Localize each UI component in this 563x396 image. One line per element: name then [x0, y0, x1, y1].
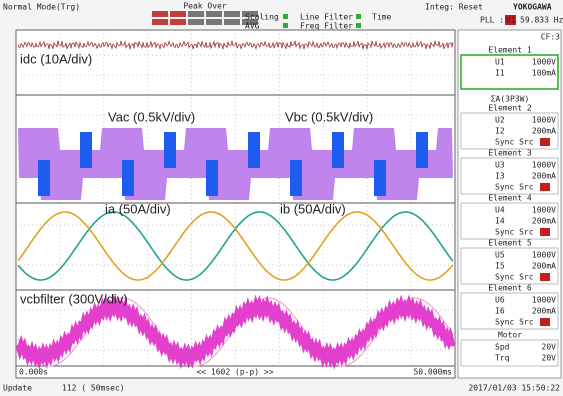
- trace-annotation: idc (10A/div): [20, 51, 92, 66]
- sync-source: Sync Src: [495, 138, 534, 147]
- voltage-range: 1000V: [532, 161, 556, 170]
- peak-indicator: [224, 19, 240, 25]
- peak-over: Peak Over: [183, 2, 227, 11]
- time-end: 50.000ms: [413, 368, 452, 377]
- analyzer-screen: idc (10A/div) Vac (0.5kV/div) Vbc (0.5kV/d…: [0, 0, 563, 396]
- frequency: 59.833 Hz: [520, 16, 563, 25]
- peak-indicator: [206, 11, 222, 17]
- torque-range: 20V: [542, 354, 557, 363]
- sync-box: [540, 138, 550, 146]
- sync-source: Sync Src: [495, 183, 534, 192]
- pll-source: U1: [506, 16, 516, 25]
- sigma: ΣA(3P3W): [491, 95, 530, 104]
- avg-led: [283, 23, 288, 28]
- current-range: 200mA: [532, 307, 556, 316]
- trace-annotation: ia (50A/div): [105, 201, 171, 216]
- current-channel: I4: [495, 217, 505, 226]
- freq-filter: Freq Filter: [300, 22, 353, 31]
- element-title: Element 6: [488, 284, 532, 293]
- update-count: 112 ( 50msec): [62, 384, 125, 393]
- peak-indicator: [206, 19, 222, 25]
- time-label: Time: [372, 13, 391, 22]
- integ: Integ: Reset: [425, 3, 483, 12]
- avg: AVG: [245, 22, 260, 31]
- speed-channel: Spd: [495, 343, 510, 352]
- voltage-channel: U3: [495, 161, 505, 170]
- vac-pulse: [248, 132, 260, 168]
- scaling: Scaling: [245, 13, 279, 22]
- vac-pulse: [290, 160, 302, 196]
- current-channel: I6: [495, 307, 505, 316]
- current-channel: I5: [495, 262, 505, 271]
- peak-indicator: [188, 11, 204, 17]
- current-range: 200mA: [532, 172, 556, 181]
- peak-indicator: [188, 19, 204, 25]
- voltage-range: 1000V: [532, 251, 556, 260]
- mode: Normal Mode(Trg): [3, 3, 80, 12]
- sync-source: Sync Src: [495, 228, 534, 237]
- element-title: Element 1: [488, 46, 532, 55]
- zoom: << 1602 (p-p) >>: [196, 368, 273, 377]
- voltage-range: 1000V: [532, 116, 556, 125]
- motor-title: Motor: [498, 331, 522, 340]
- peak-indicator: [152, 19, 168, 25]
- voltage-range: 1000V: [532, 296, 556, 305]
- trace-annotation: Vac (0.5kV/div): [108, 109, 195, 124]
- element-title: Element 4: [488, 194, 532, 203]
- pll: PLL :: [480, 16, 504, 25]
- vac-pulse: [80, 132, 92, 168]
- peak-indicator: [152, 11, 168, 17]
- time-start: 0.000s: [19, 368, 48, 377]
- current-channel: I2: [495, 127, 505, 136]
- scaling-led: [283, 14, 288, 19]
- vac-pulse: [164, 132, 176, 168]
- sync-box: [540, 228, 550, 236]
- peak-indicator: [170, 19, 186, 25]
- line-filter-led: [356, 14, 361, 19]
- voltage-channel: U5: [495, 251, 505, 260]
- voltage-channel: U6: [495, 296, 505, 305]
- vac-pulse: [122, 160, 134, 196]
- peak-indicator: [170, 11, 186, 17]
- vac-pulse: [38, 160, 50, 196]
- element-title: Element 2: [488, 104, 532, 113]
- current-range: 100mA: [532, 69, 556, 78]
- current-range: 200mA: [532, 217, 556, 226]
- speed-range: 20V: [542, 343, 557, 352]
- voltage-range: 1000V: [532, 206, 556, 215]
- voltage-channel: U1: [495, 58, 505, 67]
- torque-channel: Trq: [495, 354, 510, 363]
- sync-source: Sync Src: [495, 318, 534, 327]
- trace-annotation: Vbc (0.5kV/div): [285, 109, 373, 124]
- sync-source: Sync Src: [495, 273, 534, 282]
- current-range: 200mA: [532, 127, 556, 136]
- peak-indicator: [224, 11, 240, 17]
- voltage-range: 1000V: [532, 58, 556, 67]
- brand: YOKOGAWA: [513, 3, 552, 12]
- line-filter: Line Filter: [300, 13, 353, 22]
- current-channel: I1: [495, 69, 505, 78]
- vac-pulse: [374, 160, 386, 196]
- sync-box: [540, 183, 550, 191]
- sync-box: [540, 273, 550, 281]
- vac-pulse: [416, 132, 428, 168]
- element-title: Element 3: [488, 149, 532, 158]
- update-label: Update: [3, 384, 32, 393]
- timestamp: 2017/01/03 15:50:22: [468, 384, 560, 393]
- freq-filter-led: [356, 23, 361, 28]
- trace-annotation: ib (50A/div): [280, 201, 346, 216]
- current-range: 200mA: [532, 262, 556, 271]
- cf: CF:3: [541, 33, 560, 42]
- vac-pulse: [206, 160, 218, 196]
- trace-annotation: vcbfilter (300V/div): [20, 291, 128, 306]
- voltage-channel: U4: [495, 206, 505, 215]
- element-title: Element 5: [488, 239, 532, 248]
- current-channel: I3: [495, 172, 505, 181]
- vac-pulse: [332, 132, 344, 168]
- voltage-channel: U2: [495, 116, 505, 125]
- sync-box: [540, 318, 550, 326]
